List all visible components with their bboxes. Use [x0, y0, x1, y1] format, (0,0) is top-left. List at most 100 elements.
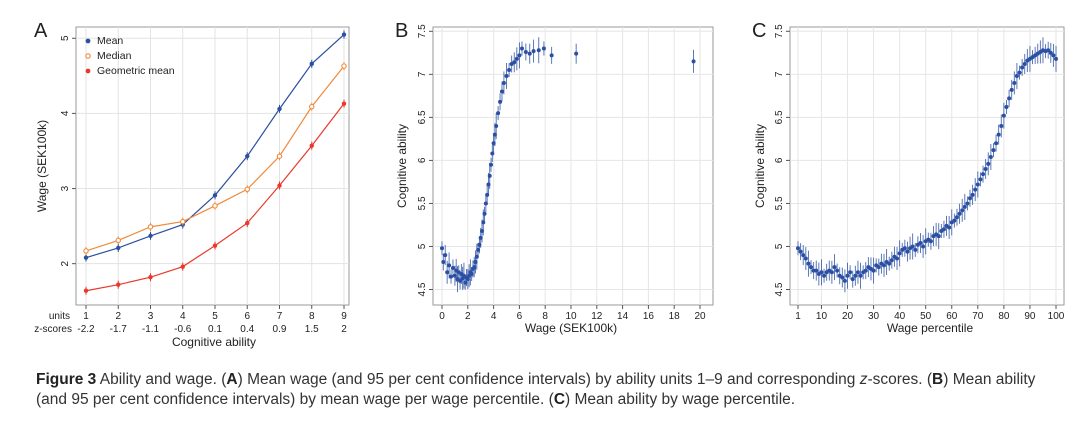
- data-point: [941, 227, 946, 232]
- panel-b: B 4.5 5 5.5 6 6.5 7 7.5 0 2 4 6 8 10 12 14 16 18 20 Wage (S…: [395, 20, 714, 335]
- data-point: [845, 273, 850, 278]
- data-point: [691, 59, 696, 64]
- panel-a-unit-label: 4: [180, 311, 186, 322]
- xtick-label: 4: [491, 311, 497, 322]
- caption-text-1: Ability and wage. (: [96, 371, 227, 388]
- data-point: [970, 192, 975, 197]
- ytick-label: 6.5: [417, 110, 428, 124]
- panel-a-unit-label: 7: [277, 311, 283, 322]
- data-point: [905, 249, 910, 254]
- panel-a-unit-label: 3: [148, 311, 154, 322]
- panel-a-z-label: -2.2: [77, 324, 95, 335]
- data-point: [496, 111, 501, 116]
- legend-marker: [85, 38, 91, 44]
- panel-a-point: [341, 101, 347, 106]
- data-point: [1012, 80, 1017, 85]
- panel-a-point: [341, 32, 347, 37]
- xtick-label: 18: [669, 311, 681, 322]
- data-point: [1054, 56, 1058, 61]
- panel-a-point: [212, 243, 218, 248]
- ytick-label: 6.5: [774, 110, 785, 124]
- ytick-label: 7.5: [774, 24, 785, 38]
- xtick-label: 80: [998, 311, 1010, 322]
- panel-frame: [432, 26, 714, 306]
- data-point: [895, 256, 900, 261]
- data-point: [1001, 113, 1006, 118]
- data-point: [487, 173, 492, 178]
- panel-a-point: [277, 183, 282, 188]
- panel-a-unit-label: 9: [341, 311, 347, 322]
- legend-marker: [85, 68, 91, 74]
- panel-a-point: [309, 61, 314, 67]
- data-point: [842, 278, 847, 283]
- data-point: [482, 211, 487, 216]
- data-point: [921, 244, 926, 249]
- xtick-label: 60: [946, 311, 958, 322]
- data-point: [850, 277, 855, 282]
- panel-a-unit-label: 8: [309, 311, 315, 322]
- data-point: [489, 162, 494, 167]
- panel-a-point: [308, 103, 315, 110]
- ytick-label: 7.5: [417, 24, 428, 38]
- panel-a-point: [212, 203, 218, 209]
- data-point: [962, 204, 967, 209]
- data-point: [450, 265, 455, 270]
- data-point: [517, 53, 522, 58]
- caption-text-2: ) Mean wage (and 95 per cent confidence …: [237, 371, 860, 388]
- data-point: [499, 89, 504, 94]
- data-point: [549, 53, 554, 58]
- panel-a-unit-label: 1: [83, 311, 89, 322]
- panel-a-point: [244, 186, 251, 193]
- ytick-label: 4.5: [417, 282, 428, 296]
- data-point: [1051, 53, 1056, 58]
- data-point: [871, 268, 876, 273]
- ytick-label: 7: [774, 71, 785, 77]
- xtick-label: 40: [894, 311, 906, 322]
- data-point: [1004, 105, 1009, 110]
- panel-a-units-row-label: units: [49, 311, 70, 322]
- caption-ref-a: A: [226, 371, 238, 388]
- caption-ref-b: B: [932, 371, 944, 388]
- data-point: [440, 246, 444, 251]
- data-point: [991, 148, 996, 153]
- caption-text-4: ) Mean ability (and 95 per cent confiden…: [36, 371, 1036, 408]
- panel-a-point: [245, 154, 250, 159]
- data-point: [523, 49, 528, 54]
- panel-a-letter: A: [34, 20, 48, 42]
- data-point: [975, 182, 980, 187]
- data-point: [1014, 74, 1019, 79]
- panel-a-point: [116, 282, 121, 287]
- data-point: [918, 241, 923, 246]
- panel-a-point: [115, 237, 122, 244]
- panel-a-point: [245, 220, 250, 226]
- xtick-label: 1: [795, 311, 801, 322]
- panel-a-legend: Mean Median Geometric mean: [85, 35, 175, 77]
- data-point: [809, 265, 814, 270]
- panel-a-point: [148, 275, 153, 280]
- caption-text-5: ) Mean ability by wage percentile.: [565, 391, 796, 408]
- panel-a-unit-label: 2: [115, 311, 121, 322]
- panel-c: C 4.5 5 5.5 6 6.5 7 7.5 1 10 20 30 40 50 60 70 80 90 100 Wa…: [752, 20, 1065, 335]
- data-point: [829, 270, 834, 275]
- data-point: [848, 270, 853, 275]
- panel-a-z-label: 2: [341, 324, 347, 335]
- data-point: [449, 274, 454, 279]
- data-point: [512, 60, 517, 65]
- xtick-label: 100: [1048, 311, 1065, 322]
- data-point: [897, 251, 902, 256]
- panel-a-point: [277, 106, 282, 112]
- data-point: [947, 225, 952, 230]
- data-point: [910, 244, 915, 249]
- figure-3: A 2 3 4 5 1 -2.2 2 -1.7 3 -1.1 4 -0.6 5 0.1 6 0.4 7 0.9 8 1.…: [34, 20, 1065, 349]
- panel-a-point: [83, 248, 89, 254]
- panel-a-point: [212, 193, 218, 198]
- data-point: [952, 218, 957, 223]
- ytick-label: 5.5: [774, 196, 785, 210]
- data-point: [994, 141, 999, 146]
- data-point: [527, 51, 532, 56]
- data-point: [1009, 87, 1014, 92]
- xtick-label: 0: [439, 311, 445, 322]
- data-point: [835, 268, 840, 273]
- data-point: [798, 249, 803, 254]
- data-point: [928, 239, 933, 244]
